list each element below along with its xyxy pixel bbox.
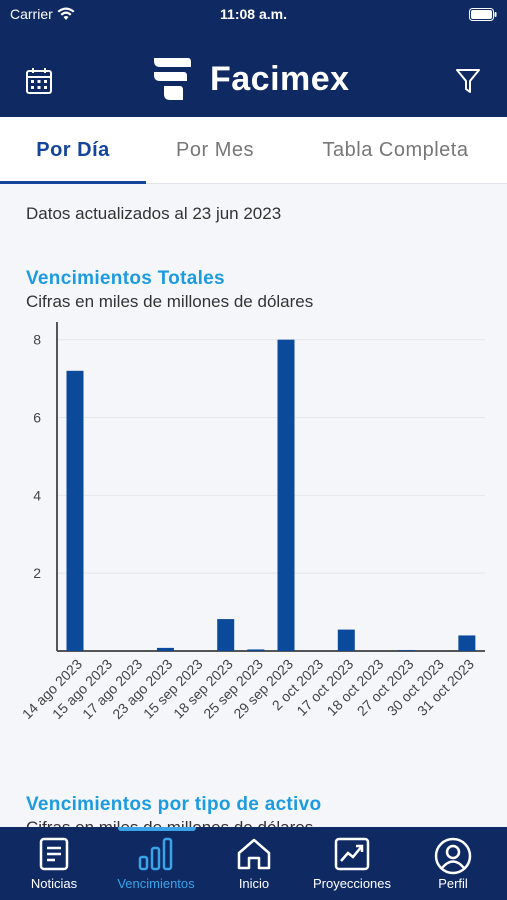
brand-name: Facimex: [210, 59, 350, 98]
section-title-totales: Vencimientos Totales: [26, 268, 225, 289]
chart-bar[interactable]: [458, 635, 476, 651]
filter-button[interactable]: [453, 66, 483, 96]
nav-label-perfil: Perfil: [438, 876, 468, 891]
chart-bar[interactable]: [156, 647, 174, 651]
facimex-logo-icon: [154, 58, 191, 100]
wifi-icon: [57, 7, 75, 20]
carrier-label: Carrier: [10, 6, 53, 22]
bottom-navigation: Noticias Vencimientos Inicio Proyeccione…: [0, 827, 507, 900]
app-header: Carrier 11:08 a.m.: [0, 0, 507, 117]
nav-label-noticias: Noticias: [30, 876, 78, 891]
tab-tabla-completa[interactable]: Tabla Completa: [322, 139, 469, 161]
tab-por-mes[interactable]: Por Mes: [176, 139, 254, 161]
chart-bar[interactable]: [398, 650, 416, 651]
trend-chart-icon: [334, 837, 370, 871]
nav-vencimientos[interactable]: Vencimientos: [104, 827, 208, 900]
status-bar: Carrier 11:08 a.m.: [0, 0, 507, 30]
carrier-info: Carrier: [10, 6, 75, 22]
section-title-tipo-activo: Vencimientos por tipo de activo: [26, 794, 322, 815]
section-subtitle-totales: Cifras en miles de millones de dólares: [26, 292, 314, 311]
battery-icon: [469, 8, 497, 21]
chart-bar[interactable]: [337, 629, 355, 651]
status-time: 11:08 a.m.: [220, 6, 287, 22]
chart-bar[interactable]: [277, 339, 295, 651]
calendar-button[interactable]: [24, 66, 54, 96]
calendar-icon: [26, 68, 52, 94]
filter-icon: [456, 69, 480, 93]
y-tick-label: 6: [33, 410, 41, 426]
user-icon: [434, 837, 472, 875]
nav-noticias[interactable]: Noticias: [14, 827, 94, 900]
nav-active-indicator: [118, 827, 196, 831]
active-tab-indicator: [0, 181, 146, 184]
tab-bar: Por Día Por Mes Tabla Completa: [0, 117, 507, 184]
app-logo: Facimex: [150, 56, 350, 102]
nav-label-vencimientos: Vencimientos: [117, 876, 195, 891]
home-icon: [237, 838, 271, 870]
nav-inicio[interactable]: Inicio: [214, 827, 294, 900]
bar-chart-icon: [138, 837, 173, 871]
y-tick-label: 2: [33, 565, 41, 581]
nav-perfil[interactable]: Perfil: [413, 827, 493, 900]
nav-label-proyecciones: Proyecciones: [312, 876, 392, 891]
tab-por-dia[interactable]: Por Día: [36, 139, 110, 161]
y-tick-label: 8: [33, 332, 41, 348]
news-icon: [39, 837, 69, 871]
nav-proyecciones[interactable]: Proyecciones: [300, 827, 404, 900]
nav-label-inicio: Inicio: [238, 876, 270, 891]
y-tick-label: 4: [33, 487, 41, 503]
updated-date-text: Datos actualizados al 23 jun 2023: [26, 204, 282, 223]
chart-bar[interactable]: [66, 370, 84, 651]
chart-bar[interactable]: [217, 619, 235, 651]
chart-bar[interactable]: [247, 649, 265, 651]
